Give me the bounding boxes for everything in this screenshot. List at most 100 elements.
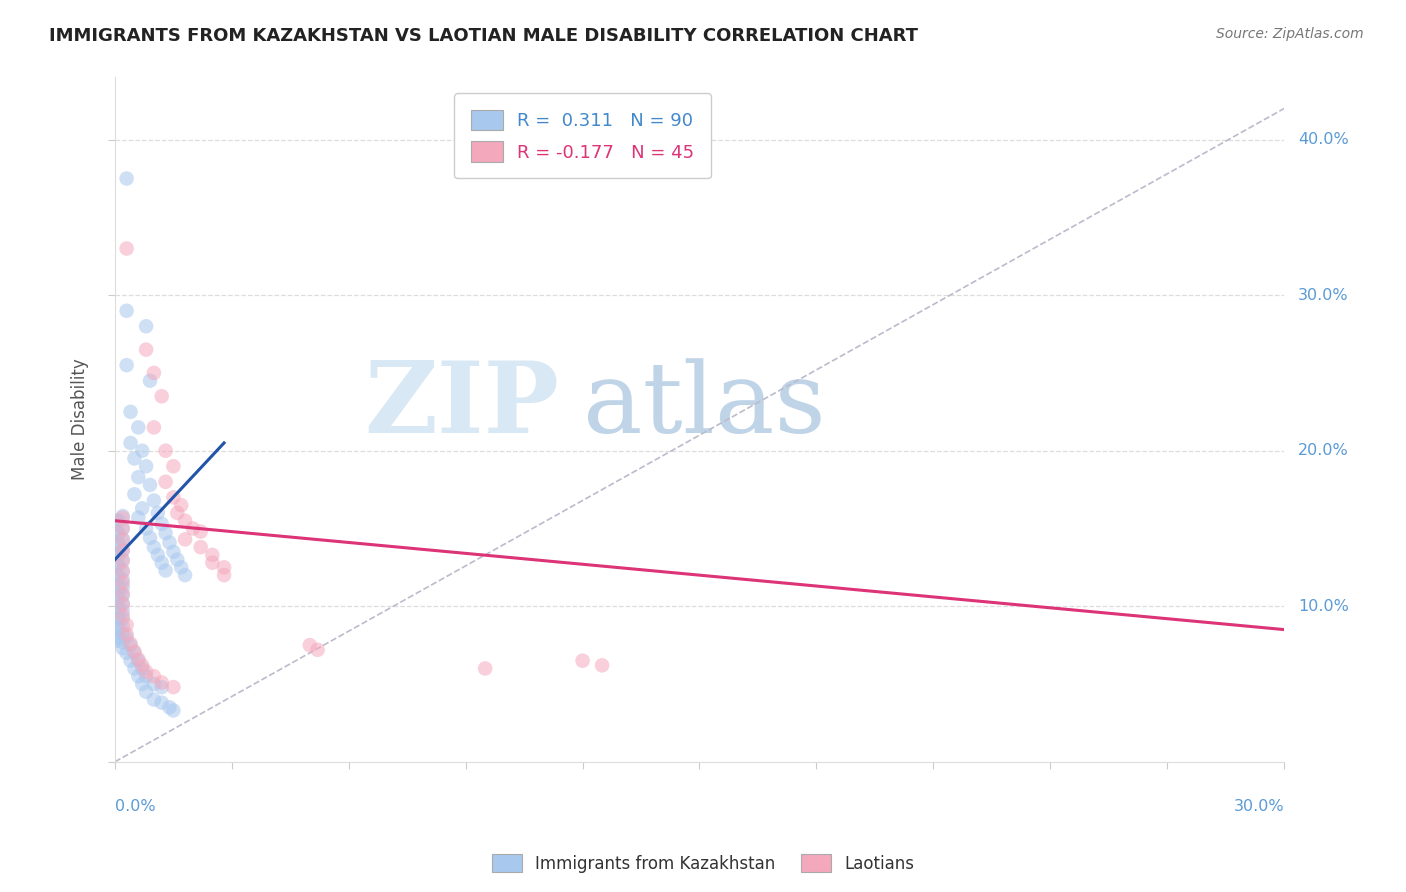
Point — [146, 548, 169, 562]
Point — [111, 604, 134, 618]
Text: 0.0%: 0.0% — [115, 799, 156, 814]
Point — [150, 680, 173, 694]
Point — [124, 487, 146, 501]
Point — [170, 498, 193, 512]
Point — [111, 521, 134, 535]
Point — [135, 343, 157, 357]
Point — [115, 171, 138, 186]
Point — [142, 420, 165, 434]
Text: 20.0%: 20.0% — [1298, 443, 1348, 458]
Text: 30.0%: 30.0% — [1298, 288, 1348, 302]
Point — [190, 524, 212, 539]
Point — [105, 633, 128, 648]
Point — [115, 358, 138, 372]
Point — [174, 568, 197, 582]
Point — [127, 654, 149, 668]
Point — [111, 510, 134, 524]
Text: Source: ZipAtlas.com: Source: ZipAtlas.com — [1216, 27, 1364, 41]
Legend: R =  0.311   N = 90, R = -0.177   N = 45: R = 0.311 N = 90, R = -0.177 N = 45 — [454, 94, 711, 178]
Point — [127, 420, 149, 434]
Point — [115, 242, 138, 256]
Legend: Immigrants from Kazakhstan, Laotians: Immigrants from Kazakhstan, Laotians — [485, 847, 921, 880]
Point — [111, 509, 134, 524]
Point — [131, 661, 153, 675]
Text: 40.0%: 40.0% — [1298, 132, 1348, 147]
Point — [146, 506, 169, 520]
Point — [150, 516, 173, 531]
Point — [108, 537, 131, 551]
Point — [166, 506, 188, 520]
Point — [111, 564, 134, 578]
Point — [131, 658, 153, 673]
Point — [108, 591, 131, 606]
Point — [111, 635, 134, 649]
Point — [142, 540, 165, 554]
Point — [190, 540, 212, 554]
Point — [111, 533, 134, 547]
Point — [108, 570, 131, 584]
Point — [124, 644, 146, 658]
Point — [307, 642, 329, 657]
Y-axis label: Male Disability: Male Disability — [72, 359, 89, 481]
Point — [162, 680, 184, 694]
Point — [108, 602, 131, 616]
Point — [162, 545, 184, 559]
Point — [142, 692, 165, 706]
Point — [115, 303, 138, 318]
Point — [108, 612, 131, 626]
Point — [111, 627, 134, 641]
Point — [155, 564, 177, 578]
Point — [135, 319, 157, 334]
Point — [142, 669, 165, 683]
Point — [155, 526, 177, 541]
Point — [105, 590, 128, 604]
Point — [181, 521, 204, 535]
Point — [108, 581, 131, 595]
Point — [155, 475, 177, 489]
Text: 10.0%: 10.0% — [1298, 599, 1348, 614]
Point — [166, 552, 188, 566]
Point — [127, 669, 149, 683]
Point — [150, 389, 173, 403]
Point — [105, 558, 128, 572]
Point — [115, 618, 138, 632]
Point — [111, 598, 134, 612]
Point — [571, 654, 593, 668]
Point — [139, 374, 162, 388]
Point — [127, 510, 149, 524]
Point — [142, 493, 165, 508]
Point — [105, 600, 128, 615]
Point — [131, 677, 153, 691]
Point — [105, 612, 128, 626]
Text: 30.0%: 30.0% — [1233, 799, 1284, 814]
Point — [162, 703, 184, 717]
Point — [124, 661, 146, 675]
Point — [111, 619, 134, 633]
Point — [159, 535, 181, 549]
Point — [212, 568, 235, 582]
Text: ZIP: ZIP — [364, 358, 560, 454]
Point — [115, 627, 138, 641]
Point — [120, 637, 142, 651]
Point — [162, 491, 184, 505]
Point — [135, 521, 157, 535]
Point — [105, 524, 128, 539]
Point — [135, 665, 157, 679]
Text: IMMIGRANTS FROM KAZAKHSTAN VS LAOTIAN MALE DISABILITY CORRELATION CHART: IMMIGRANTS FROM KAZAKHSTAN VS LAOTIAN MA… — [49, 27, 918, 45]
Point — [111, 575, 134, 590]
Point — [162, 459, 184, 474]
Point — [111, 612, 134, 626]
Point — [159, 700, 181, 714]
Point — [108, 631, 131, 645]
Point — [111, 543, 134, 558]
Point — [120, 405, 142, 419]
Point — [155, 443, 177, 458]
Point — [108, 548, 131, 562]
Point — [108, 558, 131, 573]
Point — [212, 560, 235, 574]
Point — [170, 560, 193, 574]
Point — [201, 548, 224, 562]
Point — [111, 641, 134, 656]
Point — [105, 514, 128, 528]
Point — [127, 652, 149, 666]
